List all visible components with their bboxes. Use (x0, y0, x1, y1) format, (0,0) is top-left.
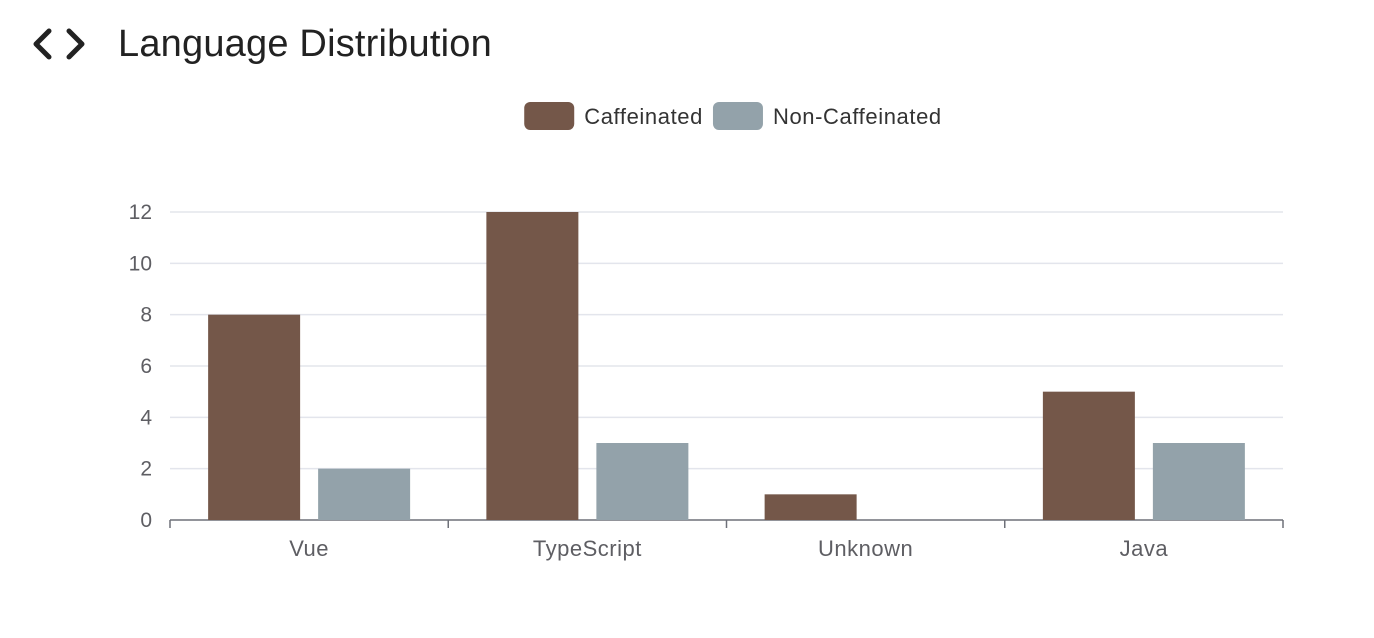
bar-java-non-caffeinated (1152, 443, 1245, 520)
bar-typescript-caffeinated (486, 212, 579, 520)
bar-java-caffeinated (1042, 391, 1135, 520)
bar-unknown-caffeinated (764, 494, 857, 520)
y-tick-label: 0 (140, 509, 152, 532)
chart-header: Language Distribution (32, 18, 492, 70)
legend-label-caffeinated: Caffeinated (584, 104, 703, 129)
x-tick-label: TypeScript (533, 536, 642, 561)
bar-typescript-non-caffeinated (596, 443, 689, 520)
x-tick-label: Unknown (818, 536, 913, 561)
y-tick-label: 4 (140, 406, 152, 429)
legend: Caffeinated Non-Caffeinated (524, 102, 942, 130)
bar-vue-caffeinated (208, 314, 301, 520)
page-title: Language Distribution (118, 22, 492, 65)
y-tick-label: 2 (140, 458, 152, 481)
y-tick-label: 6 (140, 355, 152, 378)
legend-swatch-caffeinated (524, 102, 575, 130)
legend-swatch-non-caffeinated (712, 102, 763, 130)
legend-label-non-caffeinated: Non-Caffeinated (773, 104, 942, 129)
y-tick-label: 10 (129, 252, 152, 275)
y-tick-label: 12 (129, 201, 152, 224)
x-tick-label: Java (1120, 536, 1169, 561)
bar-vue-non-caffeinated (318, 468, 411, 520)
x-tick-label: Vue (289, 536, 329, 561)
y-tick-label: 8 (140, 304, 152, 327)
code-icon (32, 24, 88, 64)
